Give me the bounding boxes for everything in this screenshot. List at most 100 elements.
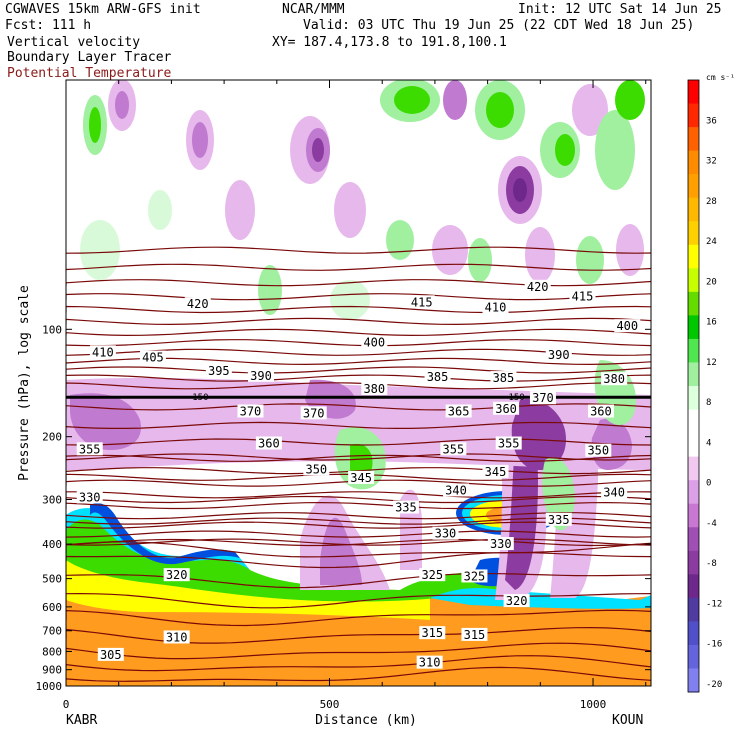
wave-blob	[192, 122, 208, 158]
theta-label-text: 410	[485, 301, 507, 315]
theta-label-text: 315	[464, 628, 486, 642]
theta-contour	[66, 438, 651, 446]
theta-label-bg	[490, 371, 517, 385]
colorbar-frame	[687, 79, 700, 693]
theta-contour	[66, 279, 651, 287]
colorbar-swatch	[688, 550, 699, 575]
theta-label-text: 360	[590, 405, 612, 419]
right-endpoint-label: KOUN	[612, 713, 643, 728]
wave-blob	[115, 91, 129, 119]
tropopause-label: 150	[192, 393, 208, 403]
theta-label-bg	[361, 335, 388, 349]
theta-label-text: 395	[208, 364, 230, 378]
theta-contour	[66, 263, 651, 271]
theta-label-bg	[587, 404, 614, 418]
colorbar-label: -4	[706, 519, 717, 529]
theta-label: 400	[361, 335, 388, 350]
theta-label-bg	[348, 470, 375, 484]
wave-blob	[394, 86, 430, 114]
colorbar: 36 32 28 24 20 16 12 8 4 0 -4 -8 -12 -16 -20	[687, 79, 722, 693]
theta-label: 380	[601, 372, 628, 386]
colorbar-swatch	[688, 221, 699, 246]
theta-label: 370	[237, 404, 264, 419]
theta-label-text: 340	[445, 483, 467, 497]
theta-label-bg	[205, 364, 232, 378]
colorbar-swatch	[688, 174, 699, 199]
colorbar-label: 8	[706, 398, 711, 408]
theta-label-bg	[495, 436, 522, 450]
theta-label-bg	[300, 406, 327, 420]
wave-blob	[334, 182, 366, 238]
colorbar-swatch	[688, 456, 699, 481]
theta-contour	[66, 421, 651, 429]
wave-blob	[595, 110, 635, 190]
colorbar-swatch	[688, 127, 699, 152]
theta-contour	[66, 609, 651, 627]
theta-label-text: 335	[395, 501, 417, 515]
x-axis: 0 500 1000	[63, 80, 647, 711]
theta-label-text: 410	[92, 345, 114, 359]
wave-blob	[616, 224, 644, 276]
colorbar-swatch	[688, 291, 699, 316]
theta-label: 315	[461, 627, 488, 642]
colorbar-label: 20	[706, 277, 717, 287]
theta-label-text: 330	[435, 527, 457, 541]
theta-label-text: 380	[363, 382, 385, 396]
theta-label: 350	[303, 462, 330, 476]
y-tick-label: 700	[42, 625, 62, 638]
wave-blob	[486, 92, 514, 128]
theta-contour	[66, 530, 651, 538]
colorbar-label: -12	[706, 599, 722, 609]
y-tick-label: 900	[42, 664, 62, 677]
y-tick-label: 1000	[36, 680, 63, 693]
colorbar-swatch	[688, 621, 699, 646]
theta-contour	[66, 642, 651, 660]
theta-label-text: 415	[411, 295, 433, 309]
colorbar-swatch	[688, 409, 699, 434]
colorbar-swatch	[688, 668, 699, 693]
field-label-boundary-layer-tracer: Boundary Layer Tracer	[7, 50, 172, 65]
theta-contour	[66, 293, 651, 301]
colorbar-swatch	[688, 103, 699, 128]
wave-blob	[225, 180, 255, 240]
colorbar-swatch	[688, 268, 699, 293]
theta-label-text: 355	[443, 442, 465, 456]
theta-label-bg	[545, 347, 572, 361]
theta-label: 315	[419, 626, 446, 640]
theta-label-bg	[248, 368, 274, 382]
theta-label: 355	[440, 442, 467, 456]
theta-contour	[66, 382, 651, 390]
theta-label-text: 415	[572, 290, 594, 304]
theta-label-bg	[482, 464, 509, 478]
theta-label-text: 305	[100, 648, 122, 662]
theta-label: 365	[445, 404, 472, 419]
theta-label-bg	[163, 630, 190, 644]
theta-label: 305	[97, 647, 124, 662]
colorbar-label: -8	[706, 559, 717, 569]
wave-blob	[312, 138, 324, 162]
theta-label-bg	[419, 626, 446, 640]
theta-contour	[66, 317, 651, 326]
theta-contour	[66, 246, 651, 254]
theta-label-text: 370	[532, 391, 554, 405]
theta-label-bg	[493, 401, 520, 415]
theta-label-text: 335	[548, 513, 570, 527]
theta-contour	[66, 491, 651, 499]
colorbar-unit: cm s⁻¹	[706, 73, 735, 82]
theta-label: 335	[545, 512, 572, 527]
theta-label: 325	[419, 568, 446, 582]
theta-label-text: 340	[603, 486, 625, 500]
theta-label-bg	[237, 404, 264, 418]
left-endpoint-label: KABR	[66, 713, 97, 728]
wave-blob	[89, 107, 101, 143]
theta-label-bg	[601, 485, 628, 499]
theta-label: 410	[89, 345, 116, 359]
wave-blob	[443, 80, 467, 120]
y-tick-label: 300	[42, 493, 62, 506]
valid-time: Valid: 03 UTC Thu 19 Jun 25 (22 CDT Wed …	[303, 18, 695, 33]
theta-label-text: 400	[616, 319, 638, 333]
theta-label-bg	[545, 512, 572, 526]
theta-label-text: 320	[166, 568, 188, 582]
colorbar-label: -20	[706, 680, 722, 690]
